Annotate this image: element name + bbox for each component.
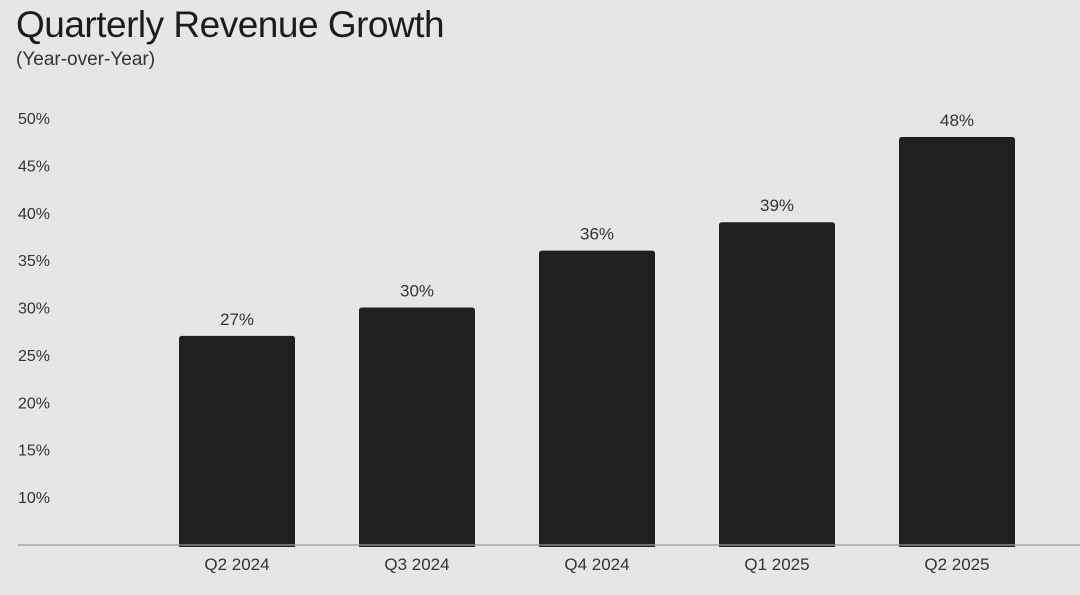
x-tick-label: Q3 2024 — [384, 555, 449, 574]
y-tick-label: 15% — [18, 443, 50, 460]
data-label: 36% — [580, 225, 614, 244]
x-axis: Q2 2024 Q3 2024 Q4 2024 Q1 2025 Q2 2025 — [204, 555, 989, 574]
y-tick-label: 45% — [18, 158, 50, 175]
y-axis: 10% 15% 20% 25% 30% 35% 40% 45% 50% — [18, 111, 50, 507]
bar — [179, 335, 295, 547]
y-tick-label: 35% — [18, 253, 50, 270]
y-tick-label: 10% — [18, 490, 50, 507]
y-tick-label: 50% — [18, 111, 50, 128]
chart-title: Quarterly Revenue Growth — [16, 4, 445, 45]
data-label: 30% — [400, 282, 434, 301]
data-label: 39% — [760, 196, 794, 215]
y-tick-label: 40% — [18, 206, 50, 223]
bar — [899, 136, 1015, 547]
chart-subtitle: (Year-over-Year) — [16, 49, 156, 70]
bar — [719, 222, 835, 547]
bar — [359, 307, 475, 547]
x-tick-label: Q2 2024 — [204, 555, 269, 574]
data-label: 48% — [940, 111, 974, 130]
x-tick-label: Q2 2025 — [924, 555, 989, 574]
y-tick-label: 25% — [18, 348, 50, 365]
data-label: 27% — [220, 310, 254, 329]
y-tick-label: 30% — [18, 301, 50, 318]
bar — [539, 250, 655, 547]
x-tick-label: Q1 2025 — [744, 555, 809, 574]
x-tick-label: Q4 2024 — [564, 555, 629, 574]
y-tick-label: 20% — [18, 395, 50, 412]
bars: 27% 30% 36% 39% 48% — [179, 111, 1015, 547]
